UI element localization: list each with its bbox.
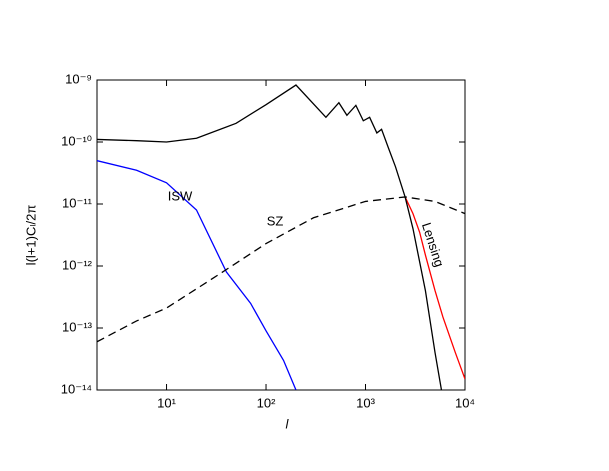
x-tick-label: 10⁴ [455, 395, 475, 410]
plot-frame [96, 79, 466, 391]
x-tick-label: 10³ [356, 395, 375, 410]
series-label: ISW [168, 188, 193, 203]
y-tick-label: 10⁻¹⁴ [61, 381, 92, 396]
series-line [97, 84, 443, 390]
x-axis-label: l [286, 416, 290, 431]
x-tick-label: 10² [257, 395, 276, 410]
series-line [97, 160, 297, 390]
y-axis-label: l(l+1)Cₗ/2π [23, 205, 38, 266]
y-tick-label: 10⁻¹¹ [62, 195, 93, 210]
series-line [404, 196, 465, 380]
y-tick-label: 10⁻¹³ [62, 319, 93, 334]
y-tick-label: 10⁻¹⁰ [61, 133, 92, 148]
y-tick-label: 10⁻¹² [62, 257, 93, 272]
series-line [97, 196, 465, 343]
x-tick-label: 10¹ [157, 395, 176, 410]
y-tick-label: 10⁻⁹ [65, 71, 92, 86]
series-label: SZ [267, 213, 284, 228]
